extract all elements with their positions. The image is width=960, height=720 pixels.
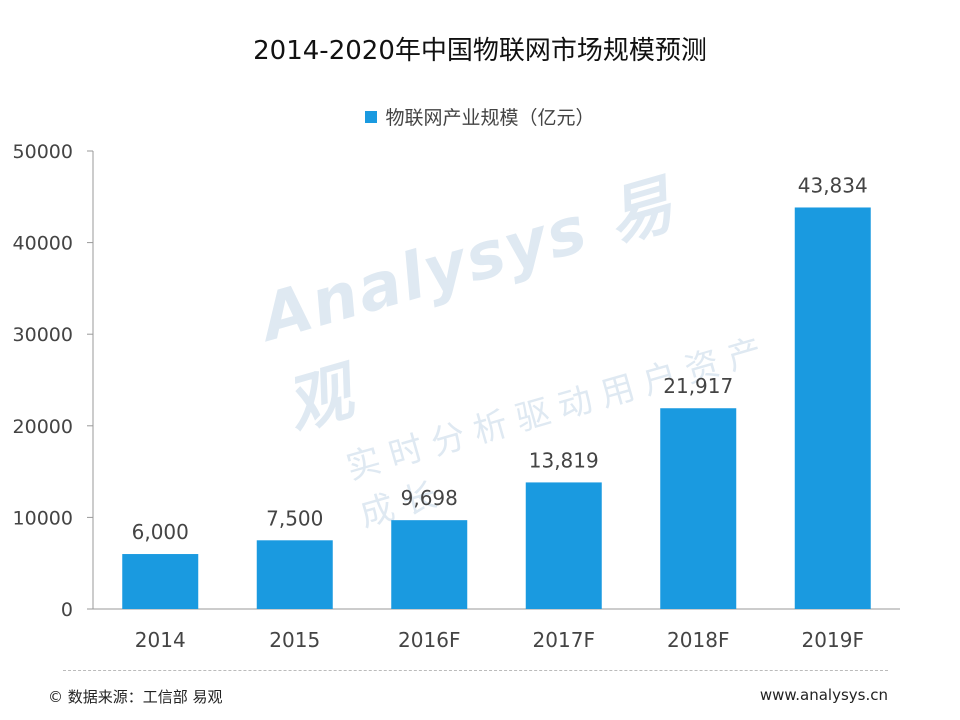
bar-value-label: 43,834 <box>798 173 868 197</box>
y-tick-label: 40000 <box>13 233 73 255</box>
bar <box>256 540 333 609</box>
bar-value-label: 13,819 <box>529 448 599 472</box>
y-tick-label: 50000 <box>13 141 73 163</box>
bars: 6,000 7,500 9,698 13,819 21,917 43,834 <box>122 173 871 609</box>
x-tick-label: 2019F <box>802 628 864 652</box>
legend-swatch <box>365 110 378 123</box>
bar <box>391 520 468 609</box>
bar-value-label: 9,698 <box>401 486 458 510</box>
legend: 物联网产业规模（亿元） <box>0 103 960 130</box>
source-note: © 数据来源：工信部 易观 <box>48 688 223 706</box>
x-tick-label: 2015 <box>269 628 320 652</box>
y-tick-label: 10000 <box>13 507 73 529</box>
bar <box>660 408 737 609</box>
bar <box>525 482 602 609</box>
y-tick-label: 0 <box>61 599 73 621</box>
legend-label: 物联网产业规模（亿元） <box>385 107 595 129</box>
axes: 0 10000 20000 30000 40000 50000 2014 2015 2016F 2… <box>13 141 900 652</box>
x-tick-label: 2014 <box>135 628 186 652</box>
chart-title: 2014-2020年中国物联网市场规模预测 <box>253 36 707 66</box>
x-tick-label: 2018F <box>667 628 729 652</box>
footer-divider <box>63 670 888 671</box>
website-link[interactable]: www.analysys.cn <box>759 686 888 704</box>
x-tick-label: 2017F <box>533 628 595 652</box>
bar-value-label: 21,917 <box>663 374 733 398</box>
bar-value-label: 7,500 <box>266 506 323 530</box>
y-tick-label: 30000 <box>13 324 73 346</box>
bar-value-label: 6,000 <box>132 520 189 544</box>
x-tick-label: 2016F <box>398 628 460 652</box>
bar <box>122 554 199 609</box>
bar <box>794 207 871 609</box>
y-tick-label: 20000 <box>13 416 73 438</box>
